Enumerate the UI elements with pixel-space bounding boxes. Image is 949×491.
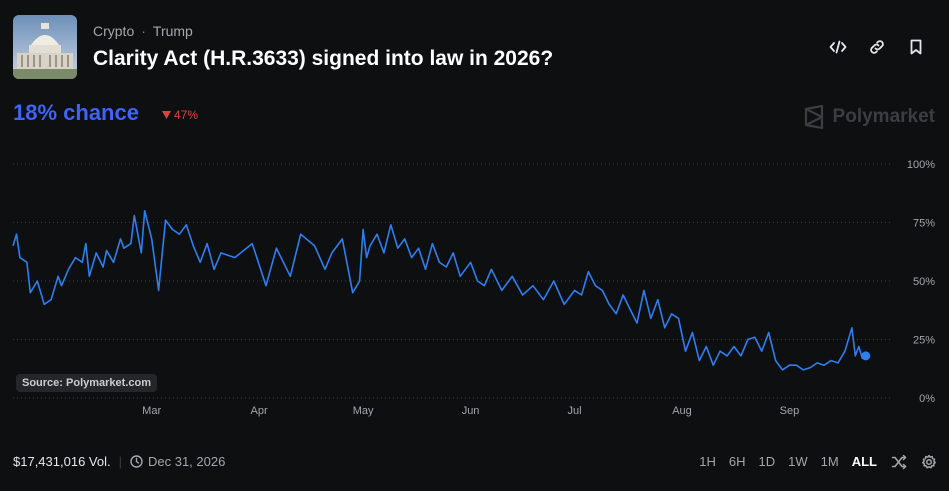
- y-tick-label: 50%: [913, 276, 935, 288]
- breadcrumb-category[interactable]: Crypto: [93, 23, 135, 39]
- x-tick-label: Mar: [142, 405, 161, 417]
- y-tick-label: 75%: [913, 218, 935, 230]
- x-tick-label: Aug: [672, 405, 692, 417]
- x-tick-label: Apr: [251, 405, 268, 417]
- x-tick-label: Jun: [462, 405, 480, 417]
- change-value: 47%: [174, 108, 199, 122]
- chance-value: 18% chance: [13, 100, 139, 125]
- end-date: Dec 31, 2026: [130, 454, 225, 469]
- breadcrumb-tag[interactable]: Trump: [152, 23, 193, 39]
- price-chart[interactable]: 0% 25% 50% 75% 100% Mar Apr May Jun Jul Aug Sep: [0, 150, 949, 420]
- header-actions: [828, 37, 925, 56]
- market-title: Clarity Act (H.R.3633) signed into law i…: [93, 47, 554, 70]
- market-thumbnail: [13, 15, 77, 79]
- settings-gear-icon[interactable]: [920, 453, 937, 470]
- change-indicator: 47%: [162, 108, 198, 122]
- range-1d[interactable]: 1D: [758, 454, 776, 469]
- breadcrumb-separator: ·: [141, 23, 146, 39]
- y-tick-label: 25%: [913, 335, 935, 347]
- clock-icon: [130, 455, 143, 468]
- x-tick-label: Jul: [568, 405, 582, 417]
- range-6h[interactable]: 6H: [728, 454, 746, 469]
- last-point-marker: [861, 351, 871, 361]
- range-1h[interactable]: 1H: [699, 454, 716, 469]
- market-footer: $17,431,016 Vol. | Dec 31, 2026: [13, 454, 225, 469]
- range-selector: 1H 6H 1D 1W 1M ALL: [699, 453, 937, 470]
- polymarket-logo-icon: [804, 105, 823, 129]
- bookmark-icon[interactable]: [906, 37, 925, 56]
- source-label: Source: Polymarket.com: [16, 374, 157, 392]
- volume-value: $17,431,016 Vol.: [13, 454, 111, 469]
- range-1w[interactable]: 1W: [788, 454, 808, 469]
- brand-name: Polymarket: [832, 106, 935, 127]
- series-line: [12, 209, 867, 371]
- embed-code-icon[interactable]: [828, 37, 847, 56]
- x-tick-label: May: [353, 405, 374, 417]
- polymarket-watermark: Polymarket: [803, 105, 935, 129]
- compare-shuffle-icon[interactable]: [890, 453, 907, 470]
- y-tick-label: 100%: [907, 159, 935, 171]
- range-all[interactable]: ALL: [851, 454, 877, 469]
- link-icon[interactable]: [867, 37, 886, 56]
- x-tick-label: Sep: [780, 405, 800, 417]
- y-tick-label: 0%: [919, 393, 935, 405]
- end-date-text: Dec 31, 2026: [147, 454, 226, 469]
- breadcrumb: Crypto · Trump: [93, 23, 193, 39]
- divider: |: [118, 454, 122, 469]
- down-triangle-icon: [162, 111, 171, 119]
- range-1m[interactable]: 1M: [820, 454, 839, 469]
